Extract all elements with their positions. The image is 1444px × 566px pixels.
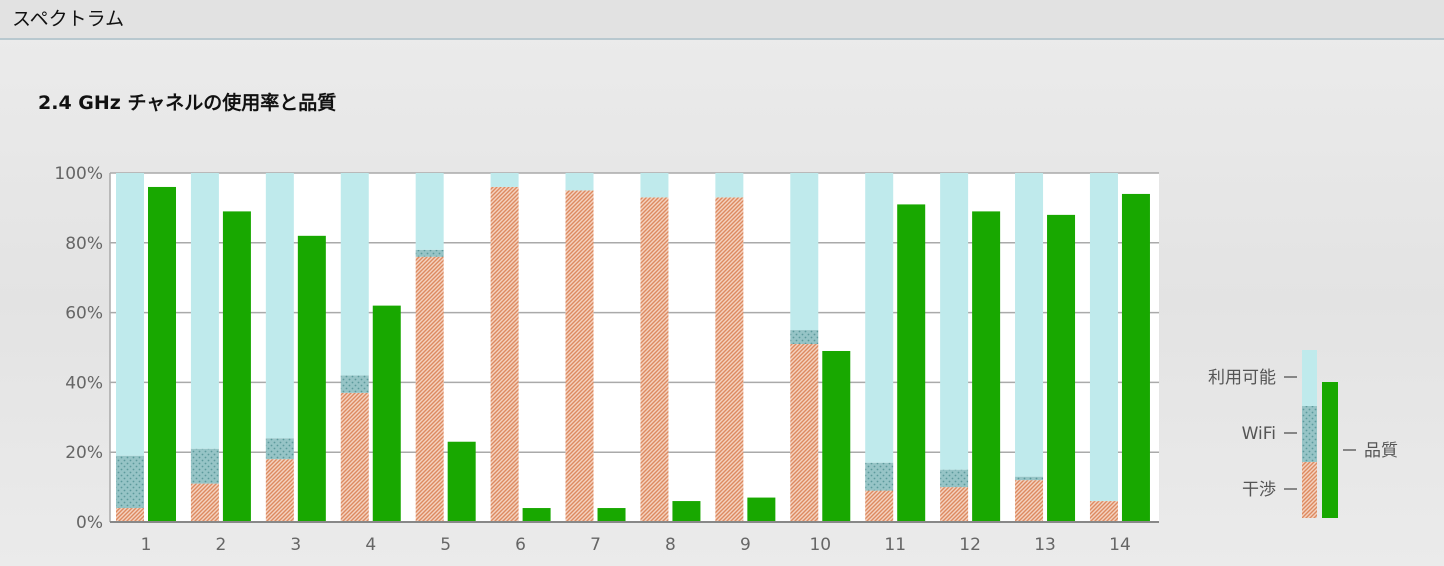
bar-available	[265, 173, 294, 439]
bar-quality	[1047, 214, 1076, 522]
legend-swatch-wifi	[1302, 406, 1317, 462]
bar-available	[565, 173, 594, 191]
bar-quality	[297, 235, 326, 522]
legend-swatch-quality	[1322, 382, 1338, 518]
bar-available	[1015, 173, 1044, 477]
bar-available	[490, 173, 519, 187]
bar-wifi	[790, 330, 819, 345]
x-tick-label: 10	[809, 535, 831, 555]
bar-available	[865, 173, 894, 463]
bar-quality	[1121, 193, 1150, 522]
x-tick-label: 7	[590, 535, 601, 555]
bar-quality	[972, 211, 1001, 522]
bar-quality	[447, 441, 476, 522]
bar-quality	[222, 211, 251, 522]
bar-available	[790, 173, 819, 331]
y-tick-label: 80%	[65, 234, 103, 254]
legend-swatch-available	[1302, 350, 1317, 406]
bar-quality	[522, 508, 551, 522]
bar-interference	[490, 186, 519, 522]
bar-available	[1089, 173, 1118, 502]
bar-quality	[897, 204, 926, 522]
legend-swatch-interference	[1302, 462, 1317, 518]
chart-title: 2.4 GHz チャネルの使用率と品質	[38, 92, 337, 114]
bar-interference	[715, 197, 744, 522]
x-tick-label: 14	[1109, 535, 1131, 555]
bar-quality	[822, 350, 851, 522]
legend-label-wifi: WiFi	[1242, 424, 1276, 444]
bar-interference	[940, 487, 969, 522]
bar-interference	[415, 256, 444, 522]
bar-wifi	[265, 438, 294, 460]
bar-wifi	[116, 455, 144, 509]
bar-quality	[148, 186, 176, 522]
legend-label-quality: 品質	[1364, 441, 1398, 461]
bar-wifi	[190, 448, 219, 484]
bar-interference	[640, 197, 669, 522]
bar-wifi	[940, 469, 969, 488]
bar-available	[640, 173, 669, 198]
bar-quality	[372, 305, 401, 522]
bar-interference	[190, 483, 219, 522]
bar-quality	[597, 508, 626, 522]
bar-available	[940, 173, 969, 470]
x-tick-label: 11	[884, 535, 906, 555]
bar-wifi	[865, 462, 894, 491]
bar-available	[190, 173, 219, 449]
bar-wifi	[415, 249, 444, 257]
y-tick-label: 0%	[76, 513, 103, 533]
x-tick-label: 3	[290, 535, 301, 555]
y-tick-label: 100%	[54, 164, 103, 184]
x-tick-label: 12	[959, 535, 981, 555]
bar-interference	[865, 490, 894, 522]
bar-available	[715, 173, 744, 198]
y-tick-label: 40%	[65, 373, 103, 393]
x-tick-label: 9	[740, 535, 751, 555]
x-tick-label: 4	[365, 535, 376, 555]
bar-wifi	[1015, 476, 1044, 481]
bar-interference	[1089, 501, 1118, 522]
bar-available	[340, 173, 369, 376]
bar-interference	[265, 459, 294, 522]
panel-header: スペクトラム	[0, 0, 1444, 40]
bar-interference	[1015, 480, 1044, 522]
panel-title: スペクトラム	[12, 8, 125, 30]
x-tick-label: 2	[216, 535, 227, 555]
x-tick-label: 6	[515, 535, 526, 555]
bar-wifi	[340, 375, 369, 393]
x-tick-label: 5	[440, 535, 451, 555]
bar-interference	[340, 392, 369, 522]
bar-quality	[747, 497, 776, 522]
y-tick-label: 20%	[65, 443, 103, 463]
y-tick-label: 60%	[65, 304, 103, 324]
x-tick-label: 8	[665, 535, 676, 555]
legend-label-available: 利用可能	[1208, 368, 1276, 388]
legend-label-interference: 干渉	[1242, 480, 1276, 500]
bar-interference	[790, 344, 819, 522]
bar-interference	[565, 190, 594, 522]
bar-available	[116, 173, 144, 456]
bar-interference	[116, 508, 144, 522]
bar-available	[415, 173, 444, 250]
bar-quality	[672, 501, 701, 522]
x-tick-label: 13	[1034, 535, 1056, 555]
x-tick-label: 1	[141, 535, 152, 555]
